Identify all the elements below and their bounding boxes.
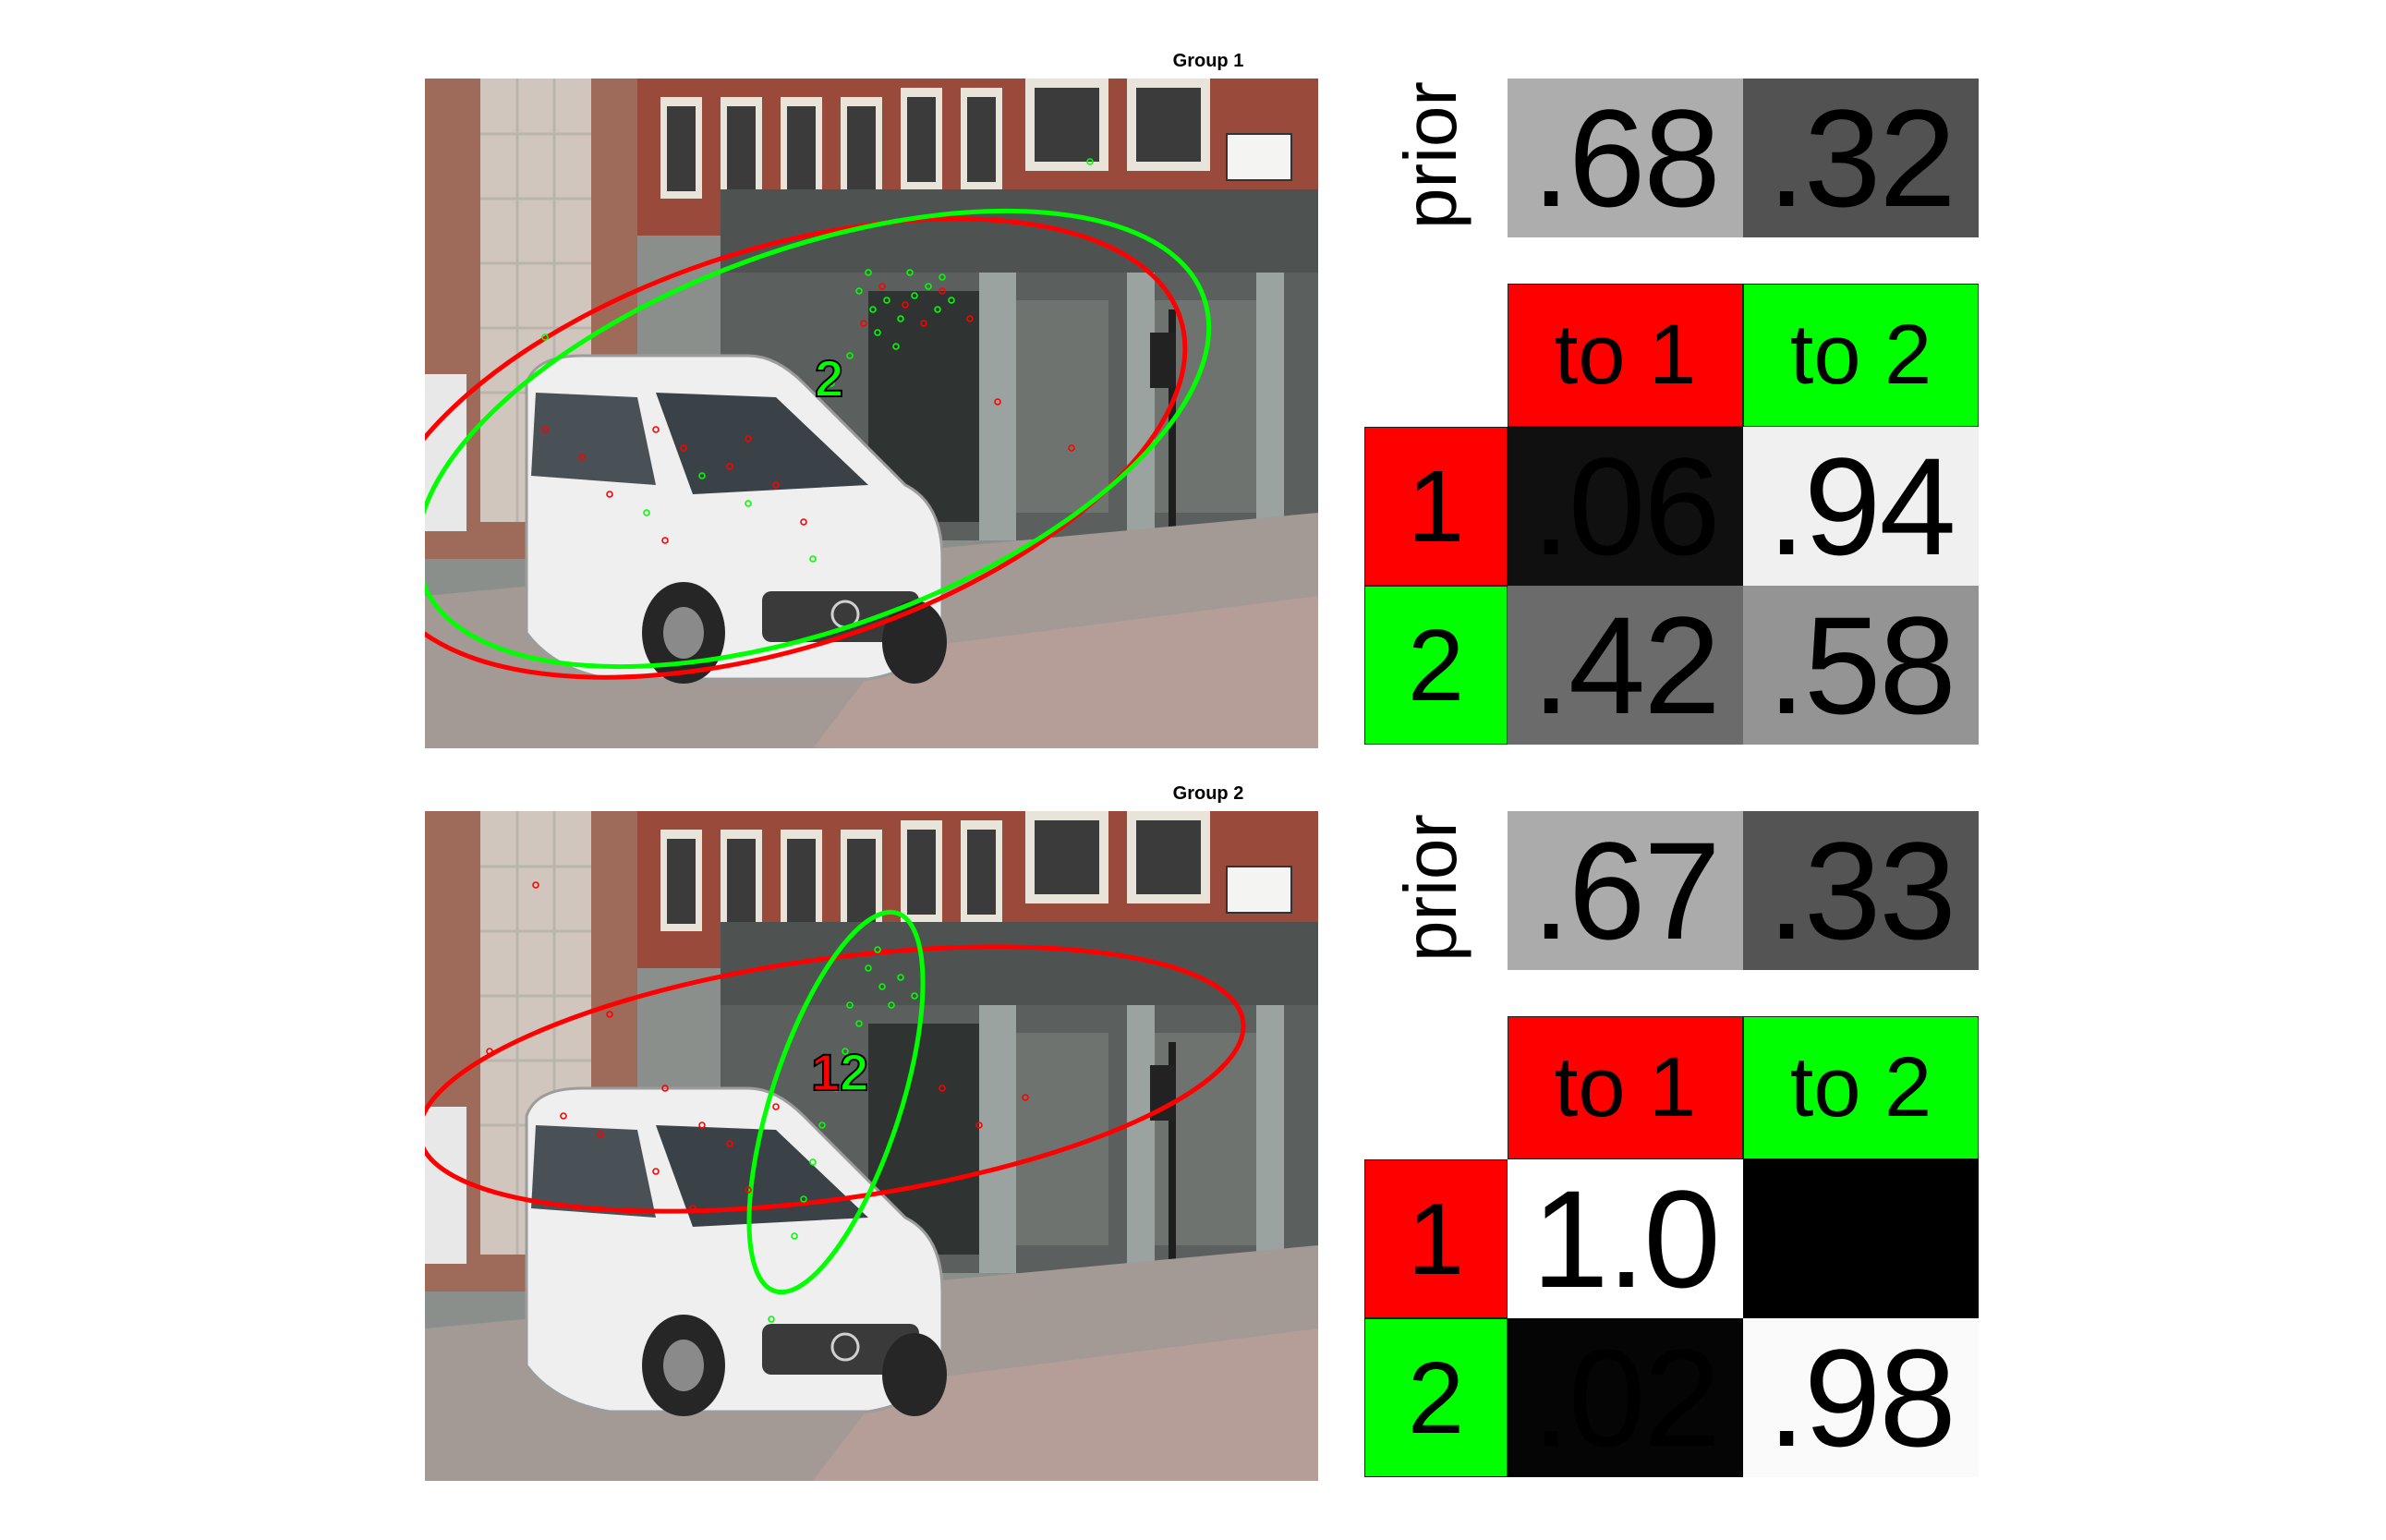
group-2-cluster-labels: 12 xyxy=(810,1042,869,1102)
group-2-prior-cell-1: .67 xyxy=(1508,811,1743,970)
group-1-cell-2-2: .58 xyxy=(1743,586,1979,745)
group-2-cell-2-2: .98 xyxy=(1743,1318,1979,1477)
group-2-cell-1-2 xyxy=(1743,1159,1979,1318)
group-2-cluster-2-label: 2 xyxy=(839,1042,869,1102)
group-2-row-header-1: 1 xyxy=(1364,1159,1508,1318)
group-2-cell-1-1: 1.0 xyxy=(1508,1159,1743,1318)
group-2-prior-cell-2: .33 xyxy=(1743,811,1979,970)
group-1-prior-label: prior xyxy=(1389,80,1472,230)
group-2-col-header-to-1: to 1 xyxy=(1508,1016,1743,1159)
group-2-cluster-1-label: 1 xyxy=(810,1042,841,1102)
street-scene-illustration xyxy=(425,79,1318,748)
group-1-row-header-1: 1 xyxy=(1364,427,1508,586)
cluster-1-ellipse xyxy=(425,216,1188,680)
group-1-cell-2-1: .42 xyxy=(1508,586,1743,745)
group-1-prior-cell-1: .68 xyxy=(1508,79,1743,237)
group-1-prior-cell-2: .32 xyxy=(1743,79,1979,237)
group-2-col-header-to-2: to 2 xyxy=(1743,1016,1979,1159)
group-2-row-header-2: 2 xyxy=(1364,1318,1508,1477)
group-2-scene-image: 12 xyxy=(425,811,1318,1481)
group-1-cell-1-2: .94 xyxy=(1743,427,1979,586)
group-2-title: Group 2 xyxy=(1172,783,1244,804)
cluster-2-ellipse xyxy=(425,208,1212,670)
group-1-scene-image: 2 xyxy=(425,79,1318,748)
street-scene-illustration xyxy=(425,811,1318,1481)
group-1-cell-1-1: .06 xyxy=(1508,427,1743,586)
cluster-1-ellipse xyxy=(425,944,1246,1214)
group-2-cell-2-1: .02 xyxy=(1508,1318,1743,1477)
group-1-cluster-2-label: 2 xyxy=(814,348,844,408)
group-1-col-header-to-1: to 1 xyxy=(1508,284,1743,427)
group-1-title: Group 1 xyxy=(1172,51,1244,71)
group-2-prior-label: prior xyxy=(1389,813,1472,963)
group-1-col-header-to-2: to 2 xyxy=(1743,284,1979,427)
group-1-row-header-2: 2 xyxy=(1364,586,1508,745)
cluster-2-ellipse xyxy=(746,909,926,1295)
